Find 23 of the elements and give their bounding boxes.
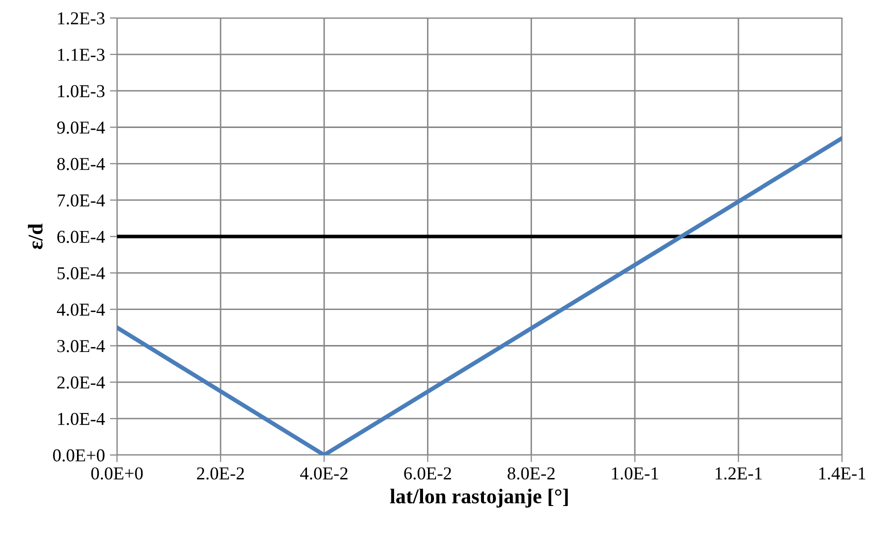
y-axis-title: ε/d (28, 224, 43, 250)
y-tick-label: 5.0E-4 (58, 267, 105, 280)
y-tick-label: 8.0E-4 (57, 158, 105, 170)
x-tick-label: 8.0E-2 (508, 467, 555, 480)
y-tick-label: 9.0E-4 (57, 122, 105, 134)
y-tick-label: 2.0E-4 (57, 376, 105, 389)
y-tick-label: 1.0E-3 (58, 85, 104, 98)
y-tick-label: 1.2E-3 (58, 12, 104, 25)
x-tick-label: 1.2E-1 (716, 467, 762, 480)
y-tick-label: 4.0E-4 (56, 304, 105, 316)
x-tick-label: 6.0E-2 (404, 467, 452, 480)
y-tick-label: 3.0E-4 (57, 340, 105, 352)
y-tick-label: 1.1E-3 (58, 48, 104, 61)
x-tick-label: 1.0E-1 (612, 467, 658, 480)
x-tick-label: 4.0E-2 (300, 467, 348, 480)
y-tick-label: 7.0E-4 (58, 194, 105, 207)
y-tick-label: 1.0E-4 (58, 412, 105, 426)
x-tick-label: 2.0E-2 (197, 467, 244, 480)
x-tick-label: 0.0E+0 (91, 467, 143, 480)
y-tick-label: 6.0E-4 (57, 230, 105, 244)
x-tick-label: 1.4E-1 (819, 467, 866, 480)
x-axis-title: lat/lon rastojanje [°] (390, 488, 568, 508)
y-tick-label: 0.0E+0 (53, 449, 105, 462)
